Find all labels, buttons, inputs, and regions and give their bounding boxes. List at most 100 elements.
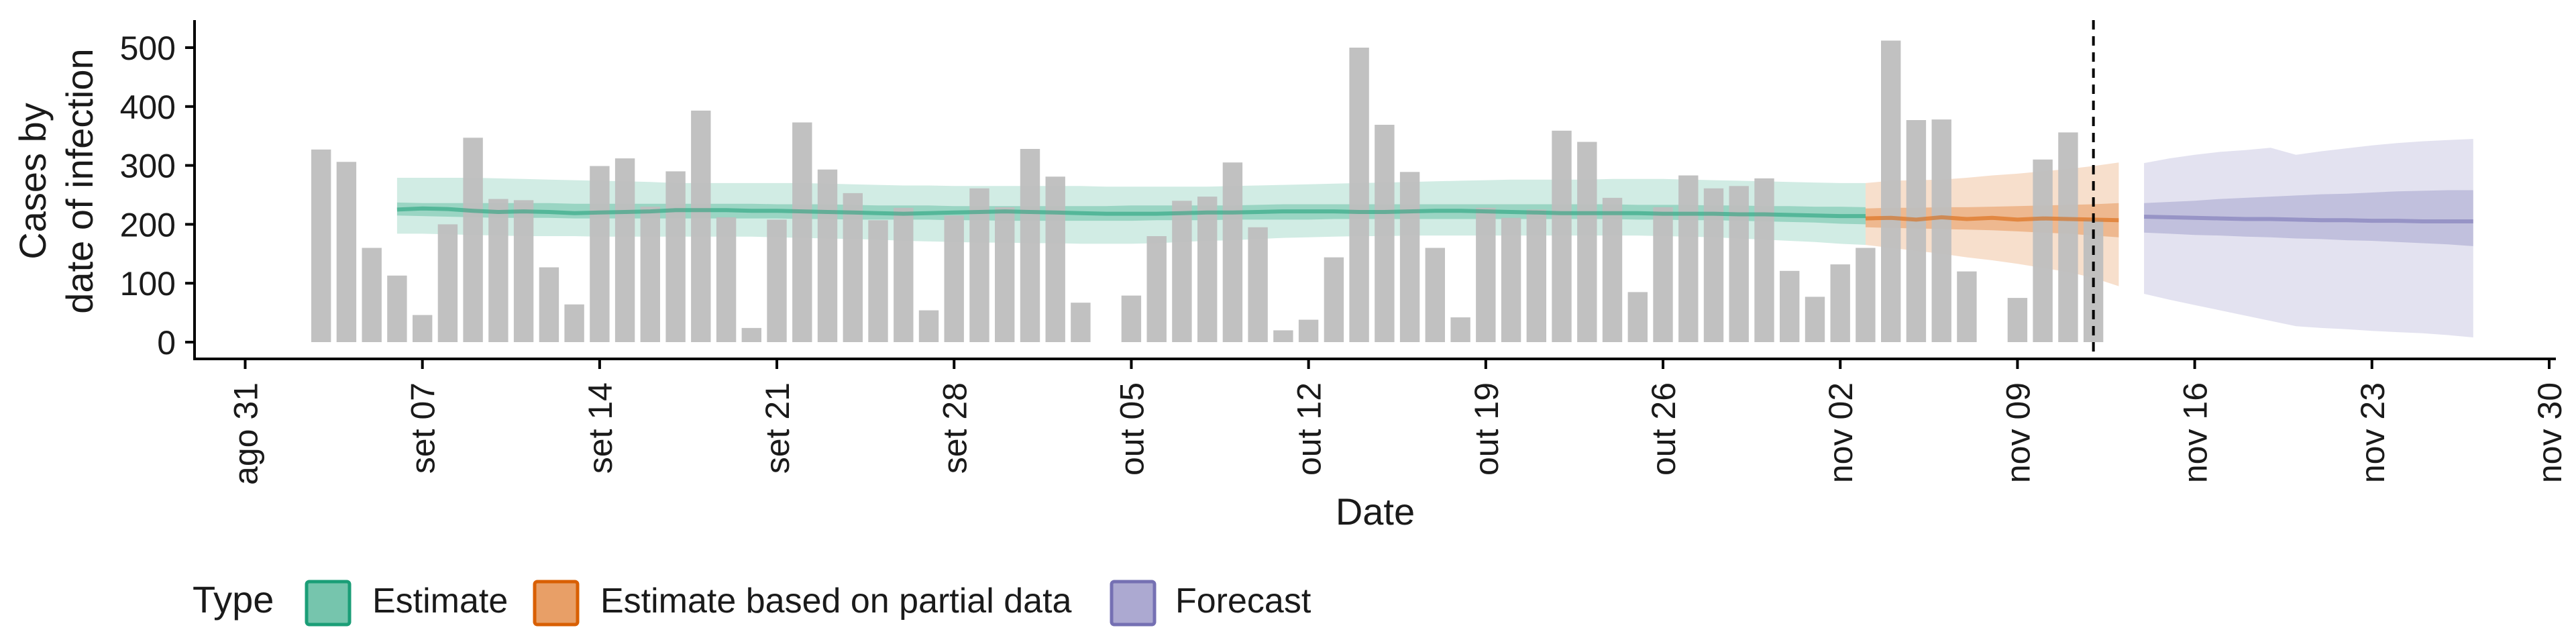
y-tick-label: 300 [120, 148, 176, 185]
axes [193, 20, 2556, 360]
case-bar [665, 171, 686, 342]
case-bar [640, 207, 660, 342]
case-bar [564, 304, 584, 342]
case-bar [1273, 330, 1293, 342]
x-tick-label: nov 16 [2177, 382, 2214, 483]
band-90-2 [2144, 139, 2473, 337]
x-tick-label: nov 02 [1822, 382, 1860, 483]
case-bar [944, 215, 964, 342]
y-tick-label: 400 [120, 89, 176, 126]
case-bar [1552, 130, 1572, 343]
x-tick-label: out 12 [1291, 382, 1328, 476]
case-bar [1602, 197, 1623, 342]
x-tick-label: out 05 [1113, 382, 1150, 476]
legend: Type Estimate Estimate based on partial d… [193, 578, 1311, 627]
case-bar [995, 207, 1015, 342]
case-bar [437, 224, 458, 342]
band-90-0 [396, 178, 1866, 246]
case-bar [1906, 120, 1927, 342]
x-tick-label: ago 31 [227, 382, 264, 485]
case-bar [1324, 257, 1344, 342]
band-50-1 [1866, 203, 2119, 237]
case-bar [513, 200, 534, 342]
median-line-1 [1865, 215, 2119, 223]
y-axis-title-line-2: date of infection [58, 48, 101, 313]
case-bar [336, 162, 357, 343]
y-tick-label: 200 [120, 206, 176, 244]
case-bar [413, 315, 433, 342]
x-tick-label: set 14 [582, 382, 619, 474]
case-bar [1678, 175, 1699, 342]
x-axis-title: Date [1336, 490, 1415, 533]
case-bar [1045, 176, 1065, 342]
x-tick-label: nov 09 [1999, 382, 2037, 483]
case-bar [1931, 119, 1951, 342]
case-bar [311, 149, 331, 342]
case-bar [868, 220, 888, 342]
case-bars [311, 40, 2104, 343]
case-bar [1805, 297, 1825, 342]
legend-swatch-0 [305, 580, 352, 627]
case-bar [792, 122, 812, 342]
case-bar [2058, 132, 2078, 342]
case-bar [1729, 186, 1749, 342]
case-bar [387, 275, 407, 342]
case-bar [1881, 40, 1901, 342]
case-bar [488, 199, 508, 342]
case-bar [1780, 270, 1800, 342]
case-bar [716, 217, 737, 342]
case-bar [1298, 319, 1319, 342]
case-bar [1653, 207, 1673, 342]
case-bar [1248, 227, 1268, 342]
case-bar [1856, 248, 1876, 342]
case-bar [1476, 207, 1496, 342]
case-bar [1399, 172, 1420, 342]
case-bar [1172, 201, 1192, 342]
case-bar [1020, 149, 1040, 342]
x-tick-label: nov 30 [2531, 382, 2569, 483]
case-bar [1375, 125, 1395, 342]
legend-label-0: Estimate [372, 582, 508, 621]
band-90-1 [1866, 162, 2119, 286]
case-bar [1071, 303, 1091, 342]
case-bar [1121, 295, 1142, 342]
case-bar [590, 166, 610, 342]
case-bar [691, 110, 711, 342]
estimate-bands [396, 139, 2473, 337]
case-bar [614, 158, 635, 342]
case-bar [843, 193, 863, 342]
y-axis-title-line-1: Cases by [11, 103, 54, 259]
x-tick-label: nov 23 [2354, 382, 2392, 483]
y-tick-label: 0 [157, 324, 176, 362]
case-bar [463, 138, 483, 343]
legend-title: Type [193, 578, 274, 621]
legend-label-1: Estimate based on partial data [600, 582, 1072, 621]
case-bar [1501, 217, 1521, 342]
x-tick-label: set 28 [936, 382, 973, 474]
case-bar [2007, 298, 2028, 342]
case-bar [767, 219, 787, 342]
case-bar [1577, 142, 1597, 342]
case-bar [2033, 159, 2053, 343]
y-tick-label: 100 [120, 265, 176, 303]
legend-swatch-2 [1110, 580, 1157, 627]
x-tick-label: set 21 [759, 382, 796, 474]
y-ticks: 0 100 200 300 400 500 [120, 30, 195, 362]
case-bar [1349, 48, 1369, 342]
case-bar [1526, 209, 1546, 342]
case-bar [539, 267, 559, 342]
legend-label-2: Forecast [1175, 582, 1311, 621]
median-line-0 [396, 206, 1866, 219]
x-tick-label: out 19 [1468, 382, 1505, 476]
case-bar [918, 310, 939, 342]
case-bar [1627, 292, 1648, 342]
case-bar [1146, 236, 1167, 342]
x-tick-label: out 26 [1645, 382, 1682, 476]
x-tick-label: set 07 [405, 382, 442, 474]
y-tick-label: 500 [120, 30, 176, 67]
case-bar [1450, 317, 1470, 342]
case-bar [894, 207, 914, 342]
case-bar [1197, 197, 1218, 342]
case-bar [362, 248, 382, 342]
